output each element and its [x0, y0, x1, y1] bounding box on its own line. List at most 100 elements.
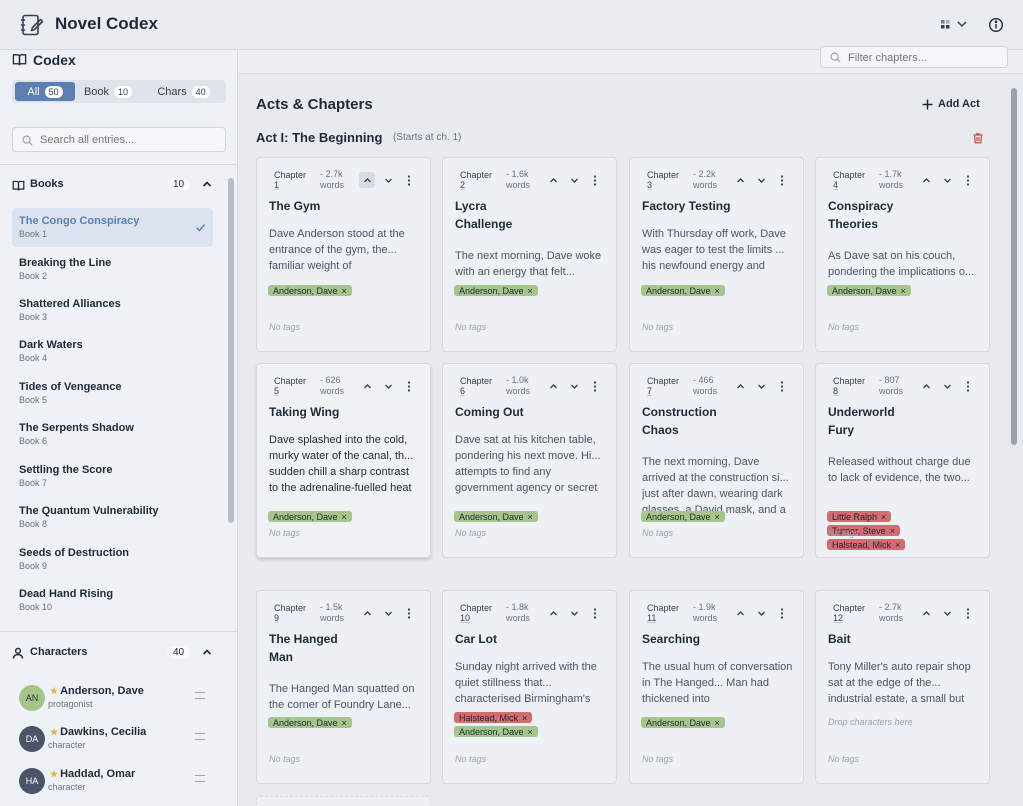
- chapter-card[interactable]: Chapter 8 - 807 words Underworld Fury Released…: [815, 363, 990, 558]
- move-up-icon[interactable]: [732, 605, 748, 621]
- characters-section-header[interactable]: Characters 40: [12, 644, 217, 664]
- move-down-icon[interactable]: [380, 378, 396, 394]
- more-options-icon[interactable]: [960, 378, 976, 394]
- remove-tag-icon[interactable]: ×: [527, 726, 533, 737]
- remove-tag-icon[interactable]: ×: [341, 285, 347, 296]
- sidebar-book-item[interactable]: Settling the Score Book 7: [12, 457, 213, 496]
- character-tag[interactable]: Anderson, Dave ×: [454, 726, 538, 737]
- character-tag[interactable]: Anderson, Dave ×: [827, 285, 911, 296]
- more-options-icon[interactable]: [774, 378, 790, 394]
- sidebar-character-item[interactable]: AN ★ Anderson, Dave protagonist: [12, 682, 218, 722]
- character-tag[interactable]: Anderson, Dave ×: [641, 717, 725, 728]
- books-section-header[interactable]: Books 10: [12, 176, 217, 196]
- chapter-card[interactable]: Chapter 7 - 466 words Construction Chaos The n…: [629, 363, 804, 558]
- chapter-card[interactable]: Chapter 6 - 1.0k words Coming Out Dave sat at…: [442, 363, 617, 558]
- character-tag[interactable]: Turner, Steve ×: [827, 525, 900, 536]
- chapter-card[interactable]: Chapter 4 - 1.7k words Conspiracy Theories As …: [815, 157, 990, 352]
- segment-chars[interactable]: Chars 40: [151, 82, 216, 101]
- sidebar-book-item[interactable]: Seeds of Destruction Book 9: [12, 540, 213, 579]
- character-tag[interactable]: Anderson, Dave ×: [454, 511, 538, 522]
- chapter-card[interactable]: Chapter 1 - 2.7k words The Gym Dave Anderson …: [256, 157, 431, 352]
- sidebar-book-item[interactable]: Breaking the Line Book 2: [12, 250, 213, 289]
- remove-tag-icon[interactable]: ×: [714, 511, 720, 522]
- layout-menu-button[interactable]: [938, 16, 970, 34]
- character-tag[interactable]: Anderson, Dave ×: [268, 511, 352, 522]
- more-options-icon[interactable]: [774, 605, 790, 621]
- move-down-icon[interactable]: [753, 172, 769, 188]
- remove-tag-icon[interactable]: ×: [714, 285, 720, 296]
- segment-book[interactable]: Book 10: [79, 82, 137, 101]
- more-options-icon[interactable]: [774, 172, 790, 188]
- info-icon[interactable]: [988, 17, 1004, 33]
- character-tag[interactable]: Little Ralph ×: [827, 511, 892, 522]
- chapter-card[interactable]: Chapter 12 - 2.7k words Bait Tony Miller's au…: [815, 590, 990, 784]
- more-options-icon[interactable]: [401, 378, 417, 394]
- remove-tag-icon[interactable]: ×: [889, 525, 895, 536]
- character-tag[interactable]: Anderson, Dave ×: [641, 511, 725, 522]
- chapter-card[interactable]: Chapter 11 - 1.9k words Searching The usual h…: [629, 590, 804, 784]
- move-up-icon[interactable]: [359, 378, 375, 394]
- sidebar-book-item[interactable]: The Quantum Vulnerability Book 8: [12, 498, 213, 537]
- filter-chapters-input[interactable]: [848, 50, 998, 66]
- search-entries-input[interactable]: [40, 132, 220, 148]
- remove-tag-icon[interactable]: ×: [522, 712, 528, 723]
- character-tag[interactable]: Anderson, Dave ×: [454, 285, 538, 296]
- move-up-icon[interactable]: [918, 378, 934, 394]
- segment-all[interactable]: All 50: [15, 82, 75, 101]
- drag-handle-icon[interactable]: [195, 692, 205, 699]
- move-down-icon[interactable]: [753, 605, 769, 621]
- sidebar-character-item[interactable]: HA ★ Haddad, Omar character: [12, 765, 218, 805]
- more-options-icon[interactable]: [587, 378, 603, 394]
- move-down-icon[interactable]: [939, 172, 955, 188]
- move-down-icon[interactable]: [380, 172, 396, 188]
- more-options-icon[interactable]: [587, 605, 603, 621]
- remove-tag-icon[interactable]: ×: [341, 511, 347, 522]
- move-down-icon[interactable]: [939, 605, 955, 621]
- main-scrollbar[interactable]: [1011, 88, 1017, 445]
- character-tag[interactable]: Halstead, Mick ×: [454, 712, 533, 723]
- drag-handle-icon[interactable]: [195, 733, 205, 740]
- move-down-icon[interactable]: [939, 378, 955, 394]
- more-options-icon[interactable]: [960, 172, 976, 188]
- sidebar-scrollbar[interactable]: [228, 178, 234, 523]
- remove-tag-icon[interactable]: ×: [900, 285, 906, 296]
- filter-chapters-field[interactable]: [820, 46, 1008, 68]
- move-up-icon[interactable]: [359, 605, 375, 621]
- drop-zone-hint[interactable]: Drop characters here: [828, 717, 913, 727]
- add-act-button[interactable]: Add Act: [922, 96, 980, 112]
- move-down-icon[interactable]: [753, 378, 769, 394]
- move-up-icon[interactable]: [545, 605, 561, 621]
- chapter-card[interactable]: Chapter 10 - 1.8k words Car Lot Sunday night …: [442, 590, 617, 784]
- move-down-icon[interactable]: [566, 605, 582, 621]
- character-tag[interactable]: Anderson, Dave ×: [268, 717, 352, 728]
- remove-tag-icon[interactable]: ×: [527, 511, 533, 522]
- chapter-card[interactable]: Chapter 3 - 2.2k words Factory Testing With T…: [629, 157, 804, 352]
- more-options-icon[interactable]: [960, 605, 976, 621]
- more-options-icon[interactable]: [401, 605, 417, 621]
- sidebar-book-item[interactable]: Dead Hand Rising Book 10: [12, 581, 213, 620]
- act-title[interactable]: Act I: The Beginning: [256, 130, 383, 145]
- sidebar-book-item[interactable]: The Congo Conspiracy Book 1: [12, 208, 213, 247]
- character-tag[interactable]: Anderson, Dave ×: [268, 285, 352, 296]
- character-tag[interactable]: Anderson, Dave ×: [641, 285, 725, 296]
- more-options-icon[interactable]: [401, 172, 417, 188]
- move-up-icon[interactable]: [545, 172, 561, 188]
- move-down-icon[interactable]: [380, 605, 396, 621]
- remove-tag-icon[interactable]: ×: [714, 717, 720, 728]
- move-up-icon[interactable]: [732, 172, 748, 188]
- chapter-card[interactable]: Chapter 9- 1.5k words The Hanged Man The Hang…: [256, 590, 431, 784]
- move-down-icon[interactable]: [566, 172, 582, 188]
- move-up-icon[interactable]: [732, 378, 748, 394]
- drag-handle-icon[interactable]: [195, 775, 205, 782]
- sidebar-book-item[interactable]: Dark Waters Book 4: [12, 332, 213, 371]
- sidebar-book-item[interactable]: Shattered Alliances Book 3: [12, 291, 213, 330]
- move-up-icon[interactable]: [359, 172, 375, 188]
- chapter-card[interactable]: Chapter 2 - 1.6k words Lycra Challenge The nex…: [442, 157, 617, 352]
- search-entries-field[interactable]: [12, 127, 226, 152]
- remove-tag-icon[interactable]: ×: [895, 539, 901, 550]
- remove-tag-icon[interactable]: ×: [527, 285, 533, 296]
- move-up-icon[interactable]: [918, 605, 934, 621]
- character-tag[interactable]: Halstead, Mick ×: [827, 539, 906, 550]
- more-options-icon[interactable]: [587, 172, 603, 188]
- sidebar-character-item[interactable]: DA ★ Dawkins, Cecilia character: [12, 723, 218, 763]
